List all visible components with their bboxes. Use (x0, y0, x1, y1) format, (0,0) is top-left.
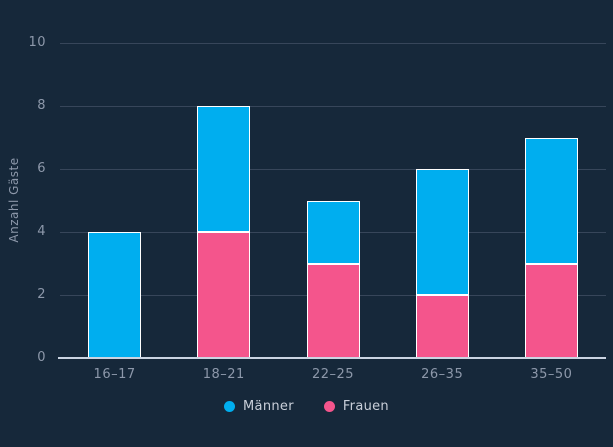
legend-marker-icon (224, 401, 236, 412)
y-tick-label: 4 (37, 224, 46, 239)
grid-line (60, 169, 606, 170)
bar-segment[interactable] (197, 232, 251, 358)
legend-item[interactable]: Männer (224, 399, 294, 414)
x-category-label: 22–25 (311, 367, 355, 382)
x-category-label: 35–50 (530, 367, 573, 382)
bar-segment[interactable] (306, 200, 360, 264)
grid-line (60, 43, 606, 44)
bar-segment[interactable] (88, 232, 142, 358)
legend-item-label: Frauen (342, 399, 389, 414)
bar-segment[interactable] (306, 263, 360, 358)
legend-item[interactable]: Frauen (323, 399, 389, 414)
legend: Männer Frauen (0, 399, 613, 414)
bar-segment[interactable] (415, 295, 469, 358)
y-tick-label: 8 (37, 98, 46, 113)
legend-item-label: Männer (243, 399, 294, 414)
grid-line (60, 106, 606, 107)
y-tick-label: 2 (37, 287, 46, 302)
x-category-label: 16–17 (93, 367, 136, 382)
x-category-label: 26–35 (421, 367, 464, 382)
bar-segment[interactable] (197, 106, 251, 232)
x-axis-line (58, 357, 606, 359)
x-category-label: 18–21 (202, 367, 245, 382)
bar-segment[interactable] (524, 263, 578, 358)
y-tick-label: 10 (28, 35, 46, 50)
y-tick-label: 6 (37, 161, 46, 176)
y-tick-label: 0 (37, 350, 46, 365)
bar-segment[interactable] (415, 169, 469, 295)
bar-segment[interactable] (524, 137, 578, 264)
legend-marker-icon (323, 401, 335, 412)
